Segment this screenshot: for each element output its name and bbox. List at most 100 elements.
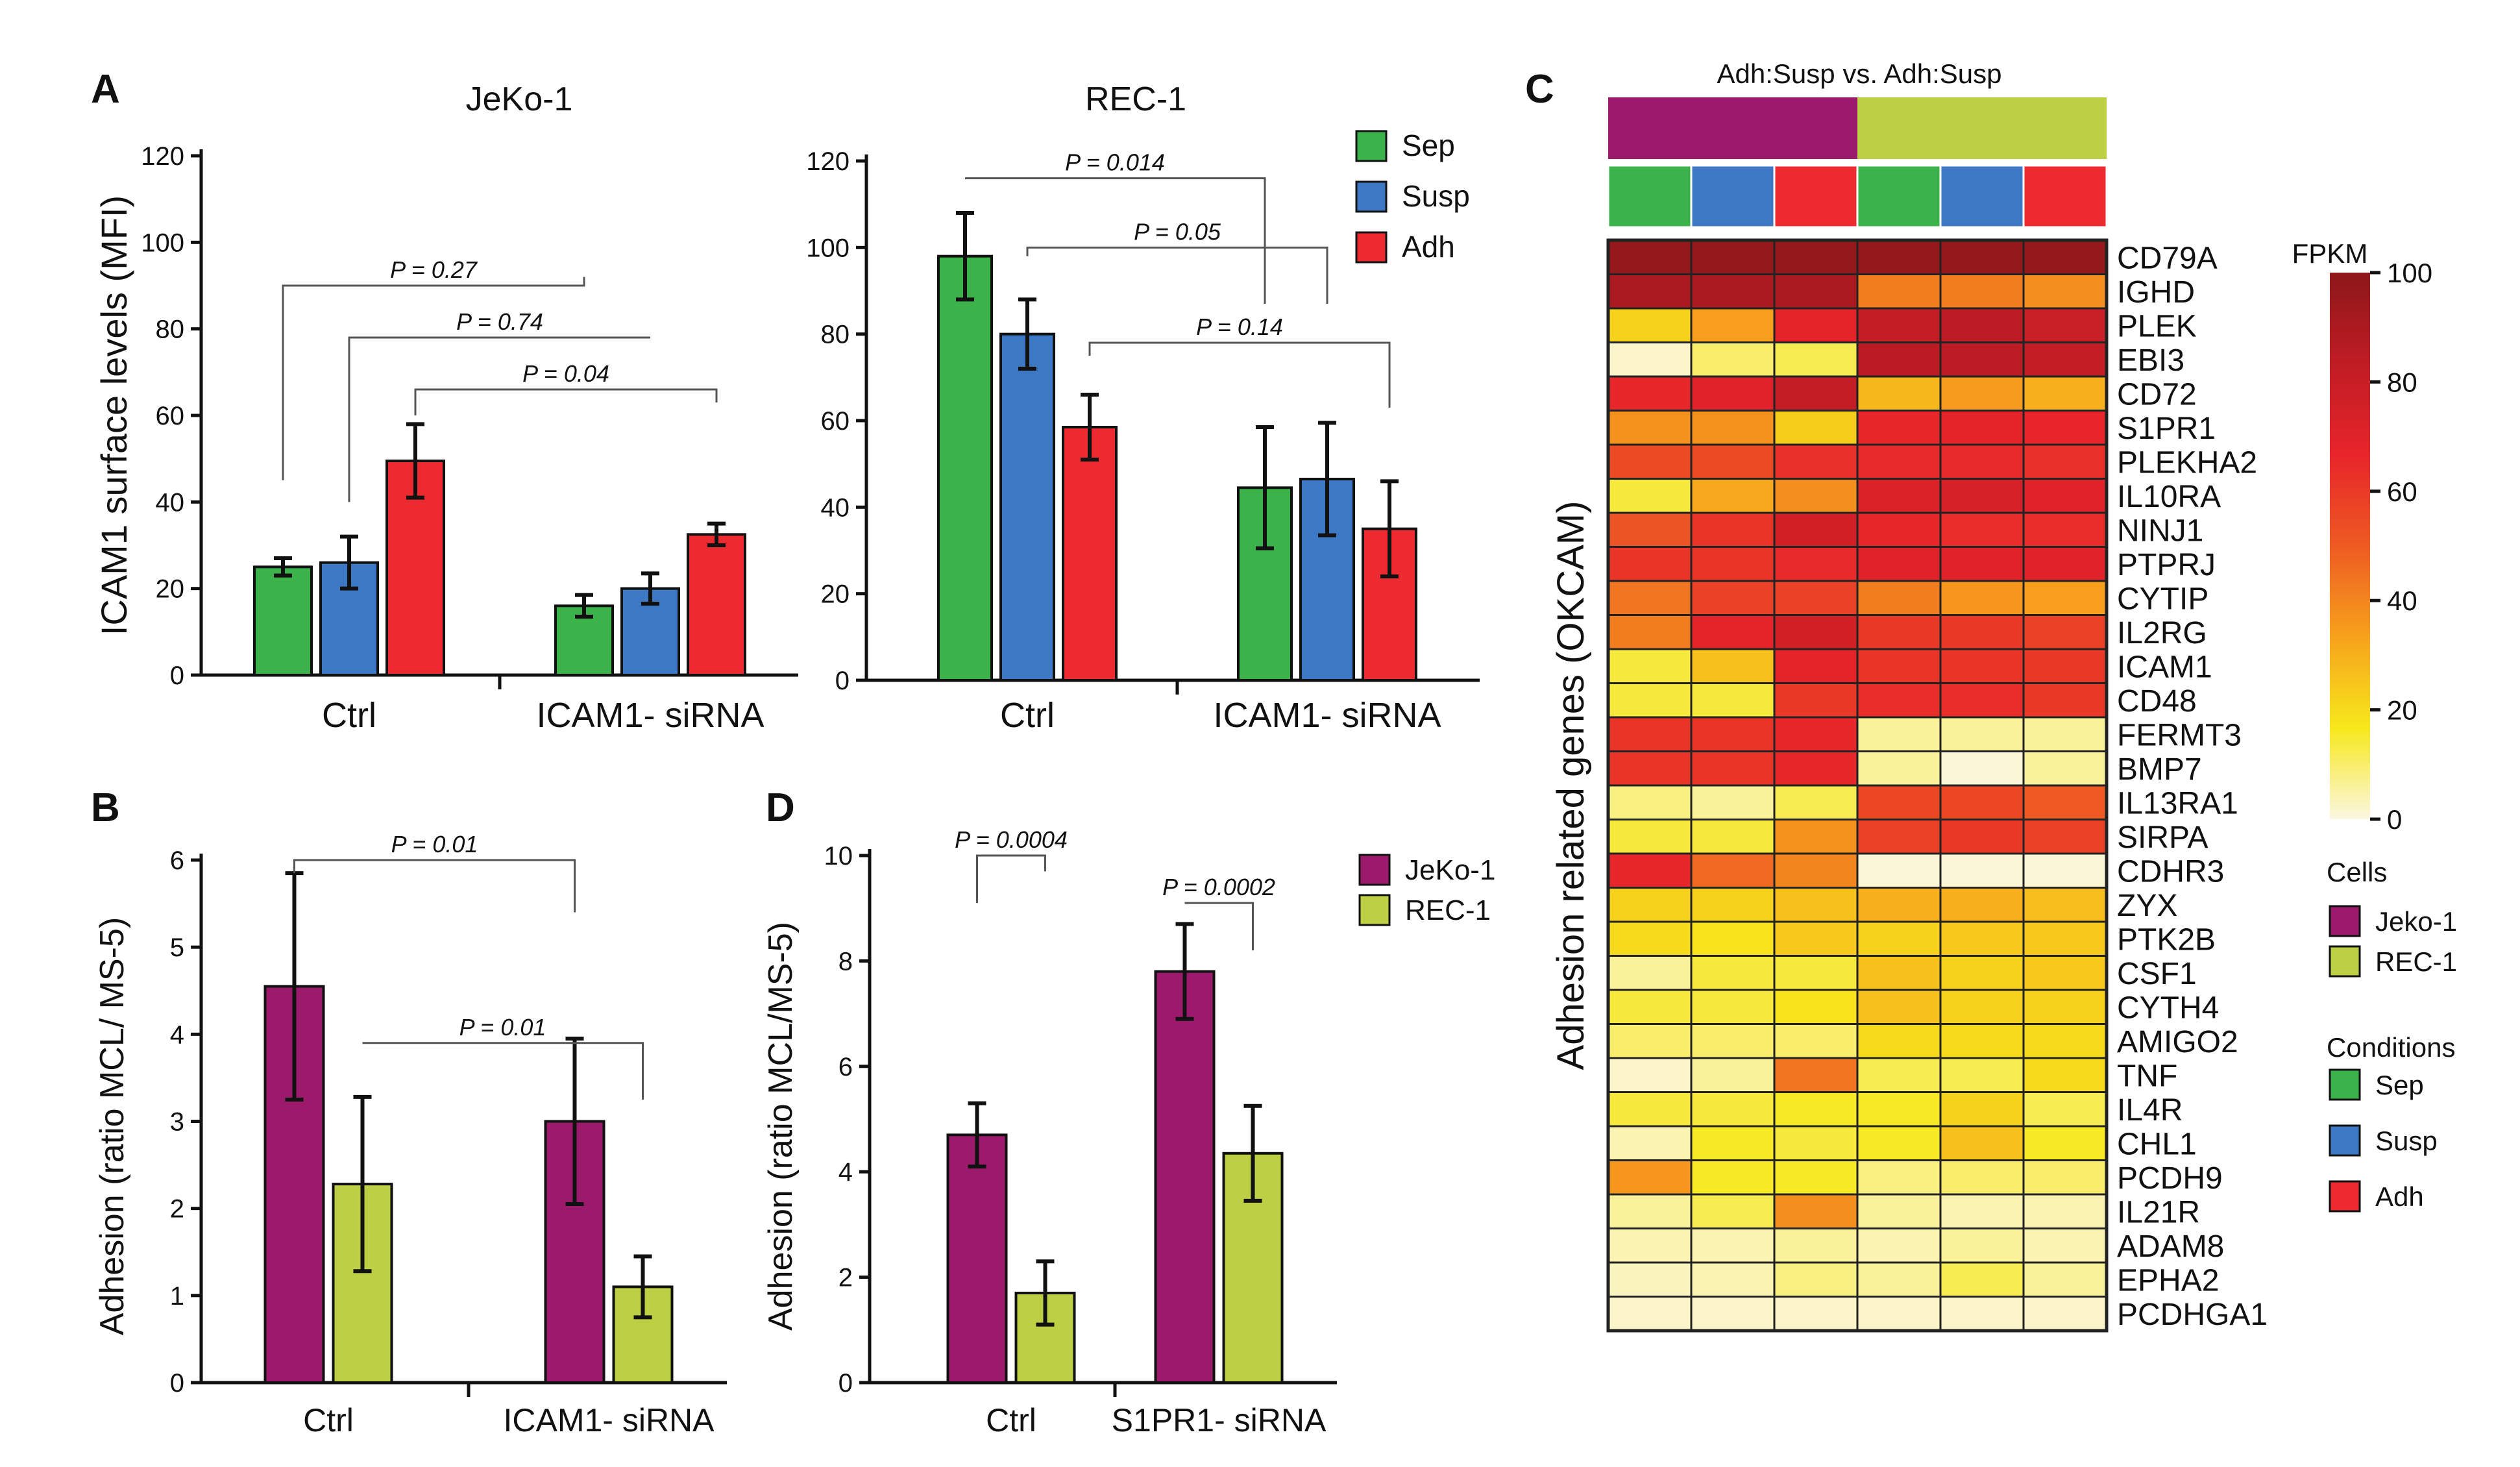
heatmap-cell (1773, 1091, 1859, 1128)
heatmap-cell (2022, 580, 2108, 616)
heatmap-cell (2022, 239, 2108, 275)
significance-bracket (1026, 246, 1328, 304)
heatmap-cell (1856, 614, 1942, 650)
scale-tick-label: 100 (2387, 258, 2432, 288)
heatmap-cell (1773, 1296, 1859, 1332)
heatmap-cell (1773, 410, 1859, 446)
scale-tick-label: 60 (2387, 476, 2417, 507)
heatmap-cell (1939, 1057, 2025, 1093)
condition-annotation-cell (2022, 164, 2108, 228)
heatmap-cell (1939, 716, 2025, 752)
gene-label: S1PR1 (2117, 412, 2216, 446)
heatmap-cell (1690, 852, 1776, 889)
gene-label: IL2RG (2117, 616, 2207, 650)
heatmap-cell (1856, 784, 1942, 820)
heatmap-cell (1773, 920, 1859, 957)
legend-swatch (1358, 854, 1391, 886)
heatmap-cell (1607, 955, 1693, 991)
heatmap-cell (1939, 546, 2025, 582)
fpkm-scale-label: FPKM (2292, 238, 2368, 269)
x-category-label: Ctrl (322, 696, 376, 735)
heatmap-cell (1690, 273, 1776, 310)
heatmap-cell (1773, 1057, 1859, 1093)
heatmap-cell (1690, 239, 1776, 275)
heatmap-cell (1773, 716, 1859, 752)
y-tick-label: 20 (156, 575, 185, 604)
p-value-label: P = 0.14 (1196, 314, 1283, 340)
heatmap-cell (1607, 546, 1693, 582)
heatmap-cell (1773, 1193, 1859, 1229)
bar (544, 1120, 606, 1384)
heatmap-cell (1690, 580, 1776, 616)
heatmap-cell (1607, 580, 1693, 616)
scale-tick-label: 80 (2387, 367, 2417, 397)
heatmap-cell (1773, 512, 1859, 548)
gene-label: CSF1 (2117, 957, 2197, 991)
significance-bracket (414, 388, 718, 415)
conditions-legend-swatch (2329, 1068, 2361, 1101)
y-tick-label: 5 (170, 933, 184, 962)
conditions-legend-label: Adh (2375, 1181, 2424, 1212)
x-category-label: Ctrl (303, 1402, 354, 1438)
heatmap-cell (1607, 1057, 1693, 1093)
y-tick-label: 60 (156, 402, 185, 430)
heatmap-cell (1856, 1261, 1942, 1298)
condition-annotation-cell (1607, 164, 1693, 228)
heatmap-y-axis-label: Adhesion related genes (OKCAM) (1550, 501, 1592, 1070)
heatmap-cell (1939, 819, 2025, 855)
heatmap-cell (1690, 920, 1776, 957)
gene-label: CD79A (2117, 241, 2218, 275)
heatmap-cell (1939, 614, 2025, 650)
legend-swatch (1358, 894, 1391, 926)
heatmap-cell (2022, 546, 2108, 582)
heatmap-cell (1690, 648, 1776, 684)
heatmap-cell (1939, 375, 2025, 412)
heatmap-cell (1607, 1023, 1693, 1059)
bar (946, 1133, 1008, 1384)
heatmap-cell (1690, 443, 1776, 480)
gene-label: TNF (2117, 1059, 2177, 1093)
heatmap-cell (1607, 478, 1693, 514)
p-value-label: P = 0.01 (459, 1014, 546, 1041)
heatmap-cell (2022, 341, 2108, 378)
heatmap-cell (1773, 819, 1859, 855)
y-tick-label: 120 (141, 142, 184, 171)
heatmap-cell (1856, 716, 1942, 752)
heatmap-cell (1939, 1091, 2025, 1128)
y-axis-label: Adhesion (ratio MCL/ MS-5) (93, 917, 131, 1335)
heatmap-cell (1939, 1227, 2025, 1264)
heatmap-cell (2022, 955, 2108, 991)
y-tick-label: 80 (821, 321, 850, 349)
y-tick-label: 6 (170, 846, 184, 875)
heatmap-cell (1690, 1296, 1776, 1332)
gene-label: CHL1 (2117, 1127, 2197, 1161)
heatmap-cell (1939, 784, 2025, 820)
heatmap-cell (1690, 512, 1776, 548)
gene-label: EPHA2 (2117, 1263, 2219, 1298)
y-tick-label: 3 (170, 1108, 184, 1137)
y-tick-label: 60 (821, 407, 850, 436)
heatmap-cell (1773, 682, 1859, 719)
heatmap-cell (1607, 1091, 1693, 1128)
gene-label: IL13RA1 (2117, 786, 2238, 820)
heatmap-cell (1773, 955, 1859, 991)
heatmap-cell (2022, 1193, 2108, 1229)
y-tick-label: 120 (806, 147, 850, 176)
heatmap-cell (1856, 341, 1942, 378)
heatmap-cell (1690, 307, 1776, 343)
gene-label: IL10RA (2117, 480, 2221, 514)
significance-bracket (348, 336, 650, 502)
chart-panel-a-rec: REC-1 0 20 40 60 80 100 120 Ctrl ICAM1- siRNA P =… (806, 80, 1480, 735)
significance-bracket (1184, 902, 1254, 951)
heatmap-cell (1690, 1159, 1776, 1196)
cells-legend-swatch (2329, 945, 2361, 978)
heatmap-cell (1773, 478, 1859, 514)
gene-label: IL21R (2117, 1195, 2200, 1229)
y-tick-label: 2 (838, 1264, 853, 1292)
scale-tick-label: 0 (2387, 804, 2402, 835)
heatmap-cell (1939, 341, 2025, 378)
y-tick-label: 2 (170, 1195, 184, 1224)
legend-swatch (1355, 231, 1388, 264)
bar (937, 254, 993, 682)
